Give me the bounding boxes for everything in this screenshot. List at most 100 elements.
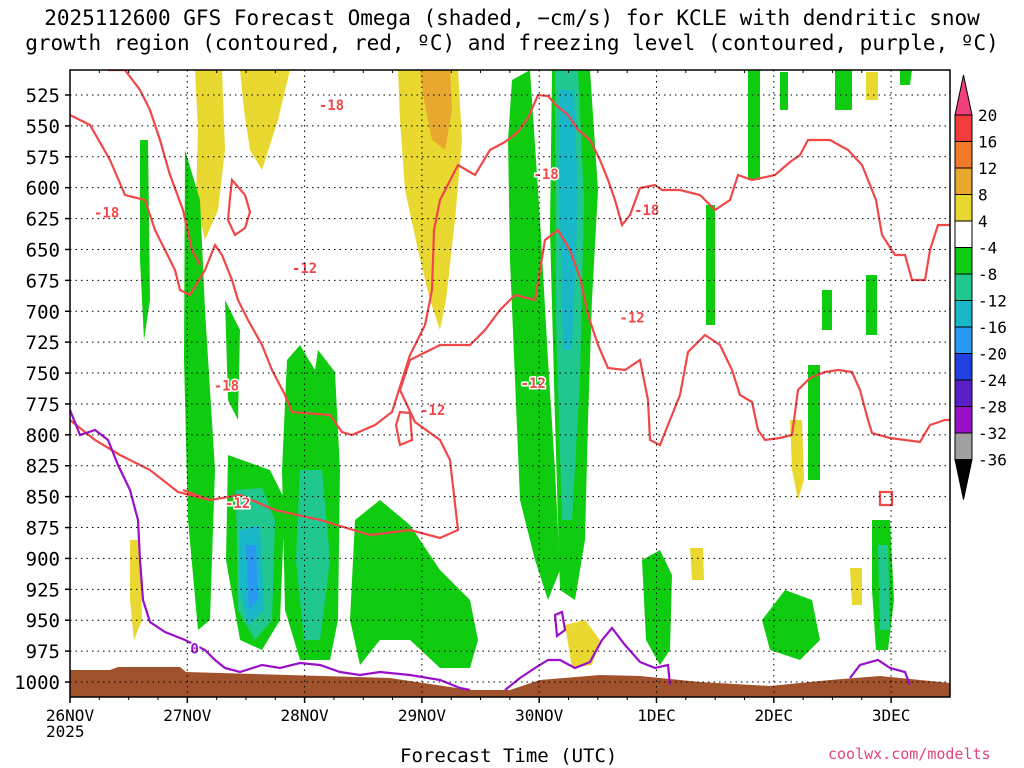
omega-shade-green [822,290,832,330]
omega-shade-green [748,70,760,180]
ground-fill [70,667,950,697]
omega-shade-green [866,275,877,335]
dgz-contour-line [70,93,950,437]
y-tick-label: 925 [26,579,60,601]
x-tick-label: 1DEC [637,706,676,725]
contour-label: -18 [533,167,558,183]
dgz-contour-line [394,410,414,447]
x-tick-label: 28NOV [281,706,330,725]
omega-shade-green [140,140,150,340]
omega-shade-green [762,590,820,660]
y-tick-label: 725 [26,332,60,354]
y-tick-label: 850 [26,487,60,509]
omega-shade-yellow [240,70,290,170]
omega-shade-green [225,300,240,420]
colorbar-label: -24 [978,371,1007,390]
x-tick-label: 26NOV [46,706,95,725]
contour-label: -18 [214,378,239,394]
title-line-2: growth region (contoured, red, ºC) and f… [25,31,999,55]
colorbar: 20 16 12 8 4 -4 -8 -12 -16 -20 -24 -28 -32 -36 [954,74,1007,500]
colorbar-top-arrow [954,74,973,116]
y-tick-label: 950 [26,610,60,632]
omega-shade-green [350,500,478,668]
freezing-level-line [504,626,672,691]
colorbar-swatch [954,167,973,195]
omega-shading [130,70,912,668]
omega-shade-green [184,150,215,630]
y-tick-label: 700 [26,301,60,323]
dgz-contour-line [878,490,894,507]
y-tick-label: 575 [26,147,60,169]
omega-shade-teal [878,545,890,630]
chart-title: 2025112600 GFS Forecast Omega (shaded, −… [0,6,1024,56]
dgz-contours [70,70,950,540]
x-tick-label: 2DEC [755,706,794,725]
x-axis: 26NOV 27NOV 28NOV 29NOV 30NOV 1DEC 2DEC 3DEC [46,70,910,725]
contour-label: 0 [190,642,198,658]
contour-labels: -18-18-12-12-18-12-12-18-12-180 [93,96,661,659]
dgz-contour-line [226,177,252,237]
omega-shade-green [780,72,788,110]
year-label: 2025 [46,722,85,741]
contour-label: -12 [619,310,644,326]
y-tick-label: 625 [26,209,60,231]
omega-shade-green [706,205,715,325]
x-tick-label: 30NOV [515,706,564,725]
freezing-level-contour [70,409,912,692]
colorbar-label: -12 [978,292,1007,311]
freezing-level-line [553,610,567,639]
colorbar-swatch [954,300,973,328]
y-tick-label: 825 [26,456,60,478]
x-axis-title: Forecast Time (UTC) [400,745,618,767]
contour-label: -12 [420,403,445,419]
y-tick-label: 900 [26,548,60,570]
grid-lines [70,70,950,697]
colorbar-label: -16 [978,318,1007,337]
omega-shade-green [508,70,560,600]
y-tick-label: 550 [26,116,60,138]
y-tick-label: 975 [26,641,60,663]
contour-label: -18 [634,203,659,219]
contour-label: -18 [94,205,119,221]
freezing-level-line [849,658,912,686]
omega-shade-green [808,365,820,480]
y-tick-label: 675 [26,270,60,292]
colorbar-label: 4 [978,212,988,231]
contour-label: -12 [521,376,546,392]
omega-shade-yellow [130,540,142,640]
colorbar-bottom-arrow [954,459,973,500]
omega-shade-cyan [560,90,578,350]
y-tick-label: 650 [26,239,60,261]
colorbar-swatch [954,141,973,169]
y-tick-label: 800 [26,425,60,447]
y-tick-label: 1000 [14,672,60,694]
colorbar-label: -36 [978,451,1007,470]
dgz-contour-line [182,488,211,502]
y-tick-label: 600 [26,178,60,200]
x-tick-label: 3DEC [872,706,911,725]
colorbar-label: -32 [978,424,1007,443]
omega-shade-yellow [850,568,862,605]
omega-shade-blue [246,545,258,610]
x-tick-label: 27NOV [163,706,212,725]
colorbar-swatch [954,194,973,222]
colorbar-swatch [954,247,973,275]
colorbar-label: -28 [978,398,1007,417]
contour-label: -12 [225,496,250,512]
omega-shade-yellow [195,70,225,240]
colorbar-label: 16 [978,133,997,152]
contour-label: -18 [319,98,344,114]
y-tick-label: 750 [26,363,60,385]
colorbar-swatch [954,406,973,434]
title-line-1: 2025112600 GFS Forecast Omega (shaded, −… [44,6,980,30]
y-tick-label: 775 [26,394,60,416]
y-tick-label: 875 [26,518,60,540]
omega-shade-yellow [866,72,878,100]
omega-shade-teal [296,470,330,640]
omega-shade-yellow [690,548,704,580]
colorbar-swatch [954,353,973,381]
colorbar-swatch [954,273,973,301]
credit-text: coolwx.com/modelts [828,745,991,763]
dgz-contour-line [108,70,201,266]
